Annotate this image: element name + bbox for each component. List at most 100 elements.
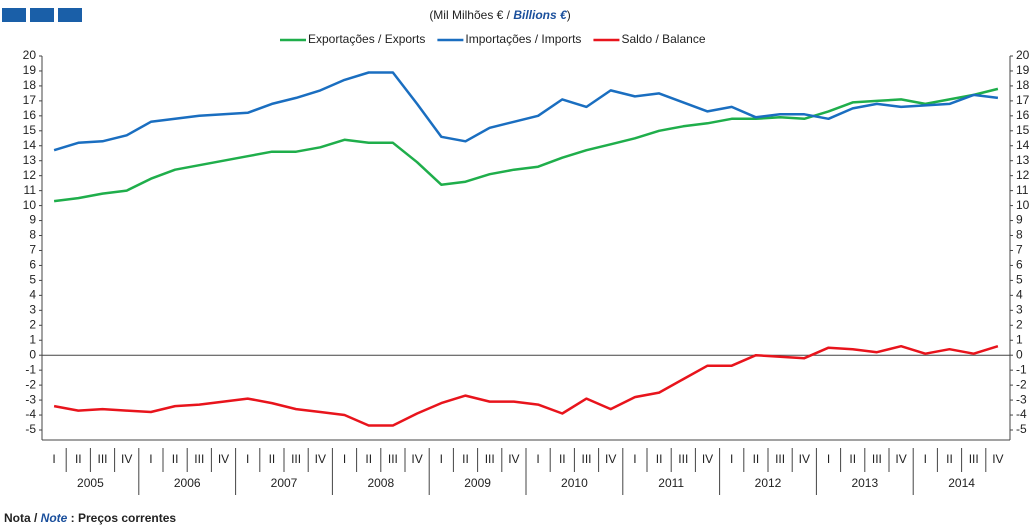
y2-tick-label: 20 xyxy=(1016,48,1030,62)
x-tick-label: II xyxy=(172,452,179,466)
year-label: 2006 xyxy=(174,476,201,490)
x-tick-label: IV xyxy=(895,452,906,466)
year-label: 2005 xyxy=(77,476,104,490)
y-tick-label: 19 xyxy=(23,63,37,77)
y-tick-label: 15 xyxy=(23,123,37,137)
y2-tick-label: 16 xyxy=(1016,108,1030,122)
y2-tick-label: 19 xyxy=(1016,63,1030,77)
legend-label: Saldo / Balance xyxy=(621,32,705,46)
y-tick-label: 17 xyxy=(23,93,37,107)
title-en: Billions € xyxy=(513,8,568,22)
y2-tick-label: -1 xyxy=(1016,362,1027,376)
y2-tick-label: 4 xyxy=(1016,288,1023,302)
note-text: : Preços correntes xyxy=(67,511,176,525)
x-tick-label: III xyxy=(388,452,398,466)
x-tick-label: II xyxy=(656,452,663,466)
x-tick-label: I xyxy=(633,452,636,466)
logo-block xyxy=(2,8,26,22)
year-label: 2010 xyxy=(561,476,588,490)
series-line xyxy=(53,87,999,203)
x-tick-label: II xyxy=(753,452,760,466)
series-line xyxy=(53,71,999,152)
y-tick-label: 10 xyxy=(23,198,37,212)
y-tick-label: 6 xyxy=(29,258,36,272)
x-tick-label: III xyxy=(291,452,301,466)
x-tick-label: I xyxy=(149,452,152,466)
y-tick-label: -5 xyxy=(25,422,36,436)
x-tick-label: IV xyxy=(702,452,713,466)
y-tick-label: 18 xyxy=(23,78,37,92)
x-tick-label: II xyxy=(365,452,372,466)
y2-tick-label: -5 xyxy=(1016,422,1027,436)
y2-tick-label: 0 xyxy=(1016,347,1023,361)
y2-tick-label: 11 xyxy=(1016,183,1029,197)
y2-tick-label: 7 xyxy=(1016,243,1023,257)
y-tick-label: 7 xyxy=(29,243,36,257)
x-tick-label: III xyxy=(969,452,979,466)
y2-tick-label: 3 xyxy=(1016,302,1023,316)
x-tick-label: III xyxy=(97,452,107,466)
y-tick-label: 4 xyxy=(29,288,36,302)
y2-tick-label: 9 xyxy=(1016,213,1023,227)
y2-tick-label: 2 xyxy=(1016,317,1023,331)
y-tick-label: 3 xyxy=(29,302,36,316)
year-label: 2013 xyxy=(851,476,878,490)
x-tick-label: III xyxy=(678,452,688,466)
x-tick-label: III xyxy=(485,452,495,466)
x-tick-label: I xyxy=(827,452,830,466)
legend-label: Exportações / Exports xyxy=(308,32,425,46)
y2-tick-label: -2 xyxy=(1016,377,1027,391)
x-tick-label: IV xyxy=(315,452,326,466)
note-pt: Nota / xyxy=(4,511,41,525)
y-tick-label: 9 xyxy=(29,213,36,227)
y-tick-label: 12 xyxy=(23,168,37,182)
x-tick-label: IV xyxy=(218,452,229,466)
y-tick-label: 0 xyxy=(29,347,36,361)
x-tick-label: III xyxy=(581,452,591,466)
year-label: 2008 xyxy=(367,476,394,490)
x-tick-label: I xyxy=(343,452,346,466)
x-tick-label: IV xyxy=(411,452,422,466)
x-tick-label: IV xyxy=(508,452,519,466)
x-tick-label: IV xyxy=(992,452,1003,466)
x-tick-label: I xyxy=(730,452,733,466)
y-tick-label: 2 xyxy=(29,317,36,331)
x-tick-label: IV xyxy=(799,452,810,466)
x-tick-label: IV xyxy=(605,452,616,466)
y-tick-label: -1 xyxy=(25,362,36,376)
year-label: 2012 xyxy=(755,476,782,490)
x-tick-label: I xyxy=(52,452,55,466)
x-tick-label: III xyxy=(872,452,882,466)
y2-tick-label: 8 xyxy=(1016,228,1023,242)
y2-tick-label: 12 xyxy=(1016,168,1030,182)
y2-tick-label: 15 xyxy=(1016,123,1030,137)
y-tick-label: 5 xyxy=(29,273,36,287)
year-label: 2007 xyxy=(271,476,298,490)
note: Nota / Note : Preços correntes xyxy=(4,511,176,525)
series-line xyxy=(53,344,999,427)
title-pt: (Mil Milhões € / xyxy=(429,8,513,22)
x-tick-label: II xyxy=(946,452,953,466)
y2-tick-label: 1 xyxy=(1016,332,1023,346)
year-label: 2014 xyxy=(948,476,975,490)
x-tick-label: II xyxy=(462,452,469,466)
x-tick-label: III xyxy=(194,452,204,466)
x-tick-label: II xyxy=(269,452,276,466)
y2-tick-label: 13 xyxy=(1016,153,1030,167)
logo-block xyxy=(30,8,54,22)
x-tick-label: II xyxy=(849,452,856,466)
x-tick-label: II xyxy=(75,452,82,466)
y2-tick-label: 5 xyxy=(1016,273,1023,287)
y-tick-label: -3 xyxy=(25,392,36,406)
year-label: 2011 xyxy=(658,476,684,490)
y-tick-label: 8 xyxy=(29,228,36,242)
y-tick-label: 16 xyxy=(23,108,37,122)
y-tick-label: 11 xyxy=(24,183,37,197)
x-tick-label: I xyxy=(536,452,539,466)
y-tick-label: 20 xyxy=(23,48,37,62)
x-tick-label: II xyxy=(559,452,566,466)
y-tick-label: 1 xyxy=(29,332,36,346)
y2-tick-label: 18 xyxy=(1016,78,1030,92)
x-tick-label: III xyxy=(775,452,785,466)
